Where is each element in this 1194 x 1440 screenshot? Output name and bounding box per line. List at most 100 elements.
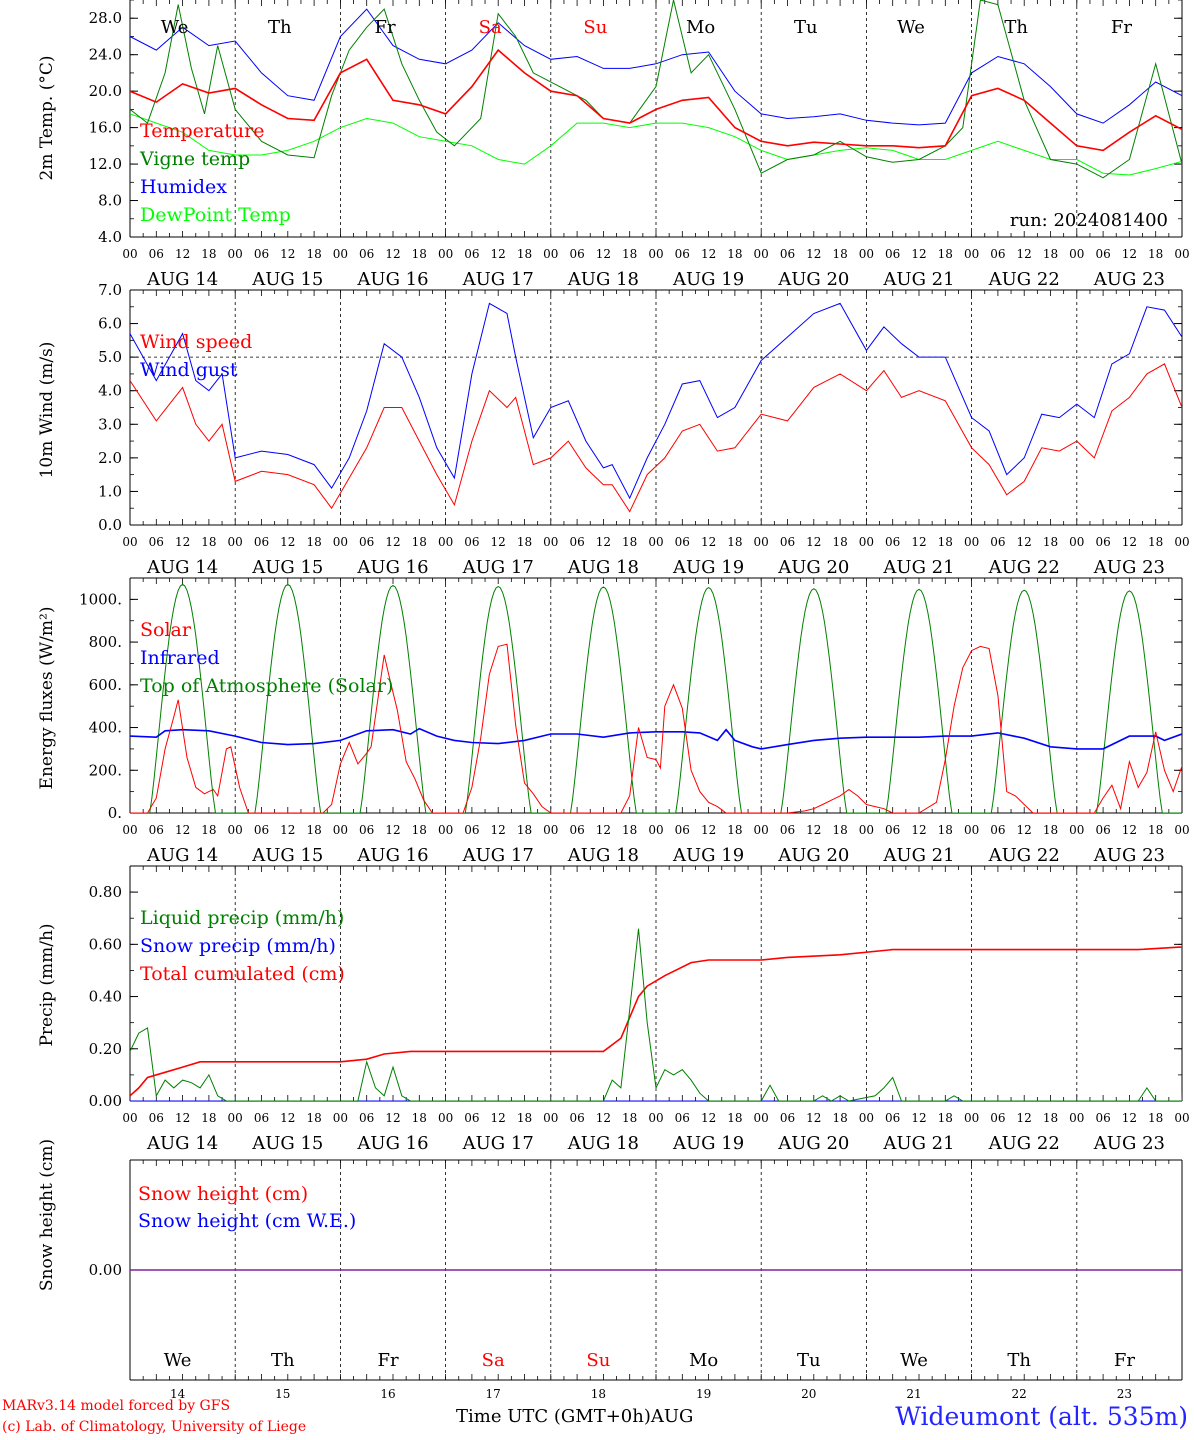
hour-label: 12 [175,535,190,549]
hour-label: 12 [1017,535,1032,549]
date-label: AUG 18 [567,557,639,578]
date-label: AUG 15 [251,1133,323,1154]
hour-label: 06 [569,247,584,261]
hour-label: 18 [517,247,532,261]
y-tick-label: 16.0 [89,119,122,137]
hour-label: 18 [938,535,953,549]
series-solar [130,643,1182,813]
y-tick-label: 0.00 [89,1092,122,1110]
hour-label: 18 [727,823,742,837]
date-label: AUG 22 [988,269,1060,290]
hour-label: 18 [1043,535,1058,549]
y-tick-label: 5.0 [98,348,122,366]
legend-entry: Snow precip (mm/h) [140,935,336,957]
date-label: AUG 18 [567,845,639,866]
day-number: 16 [380,1387,395,1401]
hour-label: 18 [1043,247,1058,261]
hour-label: 12 [280,535,295,549]
hour-label: 12 [1017,247,1032,261]
hour-label: 18 [517,535,532,549]
date-label: AUG 19 [672,269,744,290]
series-wind-speed [130,363,1182,513]
date-label: AUG 15 [251,557,323,578]
hour-label: 06 [464,535,479,549]
hour-label: 12 [175,247,190,261]
y-tick-label: 200. [89,761,122,779]
hour-label: 06 [885,247,900,261]
y-tick-label: 600. [89,676,122,694]
hour-label: 18 [622,1111,637,1125]
hour-label: 18 [306,535,321,549]
date-label: AUG 16 [356,269,428,290]
weekday-label: We [900,1350,928,1371]
y-tick-label: 1000. [79,590,122,608]
hour-label: 18 [306,247,321,261]
hour-label: 00 [122,247,137,261]
y-tick-label: 12.0 [89,155,122,173]
weekday-label: Fr [377,1350,398,1371]
hour-label: 06 [780,535,795,549]
hour-label: 12 [491,1111,506,1125]
hour-label: 12 [911,247,926,261]
hour-label: 00 [964,247,979,261]
day-number: 21 [906,1387,921,1401]
date-label: AUG 17 [462,557,534,578]
hour-label: 18 [412,823,427,837]
plot-area [130,583,1182,813]
hour-label: 12 [806,1111,821,1125]
date-label: AUG 16 [356,1133,428,1154]
hour-label: 00 [438,247,453,261]
date-label: AUG 17 [462,845,534,866]
date-label: AUG 19 [672,1133,744,1154]
plot-area [130,0,1182,179]
hour-label: 00 [228,823,243,837]
weekday-label: Th [268,17,292,38]
weekday-label: Sa [482,1350,505,1371]
hour-label: 06 [254,1111,269,1125]
hour-label: 06 [675,823,690,837]
y-axis-title: Precip (mm/h) [37,923,57,1046]
panel-3: 0. 200. 400. 600. 800. 1000. Energy fluxes (W/… [37,577,1190,866]
hour-label: 00 [333,247,348,261]
date-label: AUG 14 [146,1133,218,1154]
hour-label: 12 [491,823,506,837]
hour-label: 12 [1017,1111,1032,1125]
y-axis-title: 10m Wind (m/s) [37,342,57,479]
date-label: AUG 16 [356,557,428,578]
hour-label: 00 [754,823,769,837]
hour-label: 12 [596,247,611,261]
hour-label: 00 [964,1111,979,1125]
hour-label: 12 [596,535,611,549]
date-label: AUG 22 [988,1133,1060,1154]
hour-label: 12 [911,823,926,837]
hour-label: 12 [385,1111,400,1125]
y-tick-label: 6.0 [98,315,122,333]
y-tick-label: 1.0 [98,482,122,500]
legend-entry: DewPoint Temp [140,204,291,226]
hour-label: 18 [1148,247,1163,261]
run-label: run: 2024081400 [1010,210,1168,231]
y-tick-label: 28.0 [89,9,122,27]
y-axis-title: Snow height (cm) [37,1139,57,1291]
hour-label: 18 [306,1111,321,1125]
hour-label: 12 [701,823,716,837]
hour-label: 06 [990,535,1005,549]
hour-label: 00 [438,535,453,549]
series-wind-gust [130,302,1182,500]
hour-label: 12 [911,535,926,549]
hour-label: 18 [1148,535,1163,549]
y-tick-label: 0.40 [89,988,122,1006]
date-label: AUG 21 [882,269,954,290]
day-number: 20 [801,1387,816,1401]
plot-area [130,928,1182,1101]
hour-label: 18 [832,535,847,549]
hour-label: 06 [1095,823,1110,837]
hour-label: 06 [254,823,269,837]
hour-label: 06 [990,1111,1005,1125]
day-number: 22 [1012,1387,1027,1401]
panel-1: 4.0 8.0 12.0 16.0 20.0 24.0 28.0 2m Temp. (°C) 0… [37,0,1190,290]
hour-label: 18 [622,823,637,837]
series-liquid-precip-mm-h [130,928,1182,1101]
hour-label: 00 [648,247,663,261]
date-label: AUG 19 [672,845,744,866]
